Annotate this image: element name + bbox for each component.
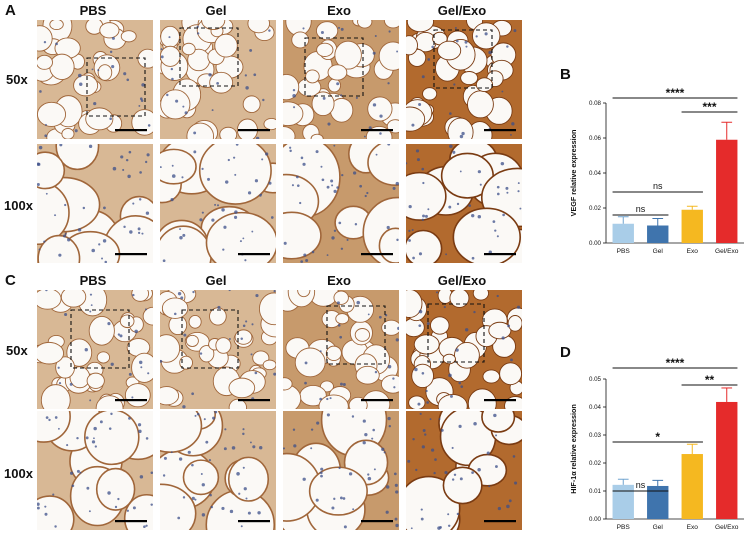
- scale-bar: [484, 129, 516, 132]
- scale-bar: [238, 129, 270, 132]
- micrograph-gel-100x-vegf: [160, 144, 276, 263]
- scale-bar: [484, 253, 516, 256]
- micrograph-gel-50x-hif: [160, 290, 276, 409]
- significance-label: ***: [702, 100, 716, 114]
- bar-exo: [681, 454, 703, 519]
- scale-bar: [361, 129, 393, 132]
- y-tick-label: 0.01: [589, 488, 602, 495]
- bar-gel: [647, 225, 669, 243]
- x-tick-label: PBS: [617, 524, 631, 531]
- micrograph-gel-exo-100x-hif: [406, 411, 522, 530]
- x-tick-label: Gel: [653, 248, 664, 255]
- micrograph-gel-exo-50x-vegf: [406, 20, 522, 139]
- significance-label: ****: [666, 356, 685, 370]
- micrograph-exo-100x-vegf: [283, 144, 399, 263]
- col-label-exo: Exo: [327, 3, 351, 18]
- zoom-region-box: [427, 303, 485, 363]
- scale-bar: [238, 399, 270, 402]
- micrograph-exo-50x-hif: [283, 290, 399, 409]
- x-tick-label: Exo: [687, 248, 699, 255]
- micrograph-gel-exo-100x-vegf: [406, 144, 522, 263]
- micrograph-exo-50x-vegf: [283, 20, 399, 139]
- x-tick-label: Gel/Exo: [715, 524, 739, 531]
- col-label-gel-exo: Gel/Exo: [437, 3, 487, 18]
- y-tick-label: 0.00: [589, 516, 602, 523]
- scale-bar: [115, 129, 147, 132]
- bar-gel-exo: [716, 139, 738, 243]
- chart-hif: 0.00 0.01 0.02 0.03 0.04 0.05 HIF-1α relative …: [560, 356, 750, 532]
- x-tick-label: PBS: [617, 248, 631, 255]
- micrograph-pbs-50x-hif: [37, 290, 153, 409]
- significance-label: ns: [653, 181, 663, 191]
- scale-bar: [115, 253, 147, 256]
- significance-label: **: [705, 373, 715, 387]
- zoom-region-box: [181, 309, 239, 369]
- micrograph-gel-exo-50x-hif: [406, 290, 522, 409]
- col-label-pbs: PBS: [79, 3, 107, 18]
- col-label-exo: Exo: [327, 273, 351, 288]
- panel-letter-d: D: [560, 344, 571, 361]
- col-label-gel: Gel: [205, 3, 227, 18]
- scale-bar: [484, 520, 516, 523]
- significance-label: ****: [666, 86, 685, 100]
- row-label-50x: 50x: [6, 343, 28, 358]
- scale-bar: [361, 399, 393, 402]
- panel-letter-a: A: [5, 2, 16, 19]
- zoom-region-box: [326, 305, 386, 365]
- chart-vegf: 0.00 0.02 0.04 0.06 0.08 VEGF relative expres…: [560, 84, 750, 264]
- panel-letter-b: B: [560, 66, 571, 83]
- y-tick-label: 0.05: [589, 376, 602, 383]
- significance-label: ns: [636, 204, 646, 214]
- col-label-pbs: PBS: [79, 273, 107, 288]
- y-tick-label: 0.02: [589, 205, 602, 212]
- chart-hif-svg: 0.00 0.01 0.02 0.03 0.04 0.05 HIF-1α relative …: [569, 356, 744, 531]
- micrograph-pbs-100x-vegf: [37, 144, 153, 263]
- row-label-100x: 100x: [4, 466, 33, 481]
- y-tick-label: 0.03: [589, 432, 602, 439]
- significance-label: ns: [636, 480, 646, 490]
- bar-pbs: [612, 484, 634, 519]
- bar-exo: [681, 209, 703, 243]
- scale-bar: [484, 399, 516, 402]
- y-tick-label: 0.04: [589, 170, 602, 177]
- y-tick-label: 0.04: [589, 404, 602, 411]
- x-tick-label: Exo: [687, 524, 699, 531]
- x-tick-label: Gel: [653, 524, 664, 531]
- micrograph-pbs-100x-hif: [37, 411, 153, 530]
- significance-label: *: [655, 430, 660, 444]
- zoom-region-box: [433, 29, 493, 89]
- bar-gel: [647, 485, 669, 519]
- scale-bar: [361, 253, 393, 256]
- scale-bar: [361, 520, 393, 523]
- row-label-50x: 50x: [6, 72, 28, 87]
- bar-gel-exo: [716, 401, 738, 519]
- col-label-gel-exo: Gel/Exo: [437, 273, 487, 288]
- y-axis-label: VEGF relative expression: [569, 130, 578, 217]
- scale-bar: [115, 399, 147, 402]
- micrograph-gel-50x-vegf: [160, 20, 276, 139]
- x-tick-label: Gel/Exo: [715, 248, 739, 255]
- col-label-gel: Gel: [205, 273, 227, 288]
- zoom-region-box: [179, 27, 239, 87]
- row-label-100x: 100x: [4, 198, 33, 213]
- scale-bar: [238, 253, 270, 256]
- scale-bar: [115, 520, 147, 523]
- scale-bar: [238, 520, 270, 523]
- chart-vegf-svg: 0.00 0.02 0.04 0.06 0.08 VEGF relative expres…: [569, 86, 744, 255]
- zoom-region-box: [86, 57, 146, 117]
- y-tick-label: 0.08: [589, 100, 602, 107]
- bar-pbs: [612, 223, 634, 243]
- panel-letter-c: C: [5, 272, 16, 289]
- y-tick-label: 0.02: [589, 460, 602, 467]
- micrograph-gel-100x-hif: [160, 411, 276, 530]
- micrograph-pbs-50x-vegf: [37, 20, 153, 139]
- micrograph-exo-100x-hif: [283, 411, 399, 530]
- y-tick-label: 0.06: [589, 135, 602, 142]
- y-tick-label: 0.00: [589, 240, 602, 247]
- y-axis-label: HIF-1α relative expression: [569, 404, 578, 494]
- zoom-region-box: [70, 309, 130, 369]
- zoom-region-box: [304, 37, 364, 97]
